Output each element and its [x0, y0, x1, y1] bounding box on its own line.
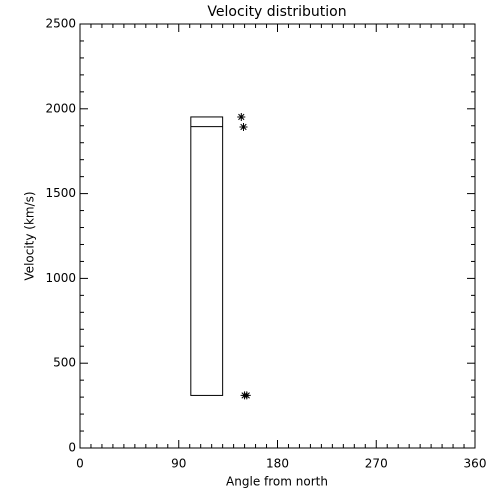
y-tick-label: 1000: [45, 271, 76, 285]
x-tick-label: 0: [76, 457, 84, 471]
asterisk-point: [242, 391, 251, 400]
y-tick-label: 1500: [45, 186, 76, 200]
y-tick-label: 2500: [45, 17, 76, 31]
y-tick-label: 500: [53, 356, 76, 370]
chart-title: Velocity distribution: [207, 4, 346, 20]
y-axis-label: Velocity (km/s): [23, 191, 37, 280]
x-tick-label: 90: [171, 457, 186, 471]
x-tick-label: 360: [464, 457, 487, 471]
x-tick-label: 270: [365, 457, 388, 471]
plot-frame: [79, 23, 476, 449]
x-axis-label: Angle from north: [226, 475, 328, 489]
y-tick-label: 2000: [45, 101, 76, 115]
box: [190, 116, 224, 396]
x-tick-label: 180: [266, 457, 289, 471]
asterisk-point: [237, 112, 246, 121]
y-tick-label: 0: [68, 441, 76, 455]
asterisk-point: [239, 122, 248, 131]
